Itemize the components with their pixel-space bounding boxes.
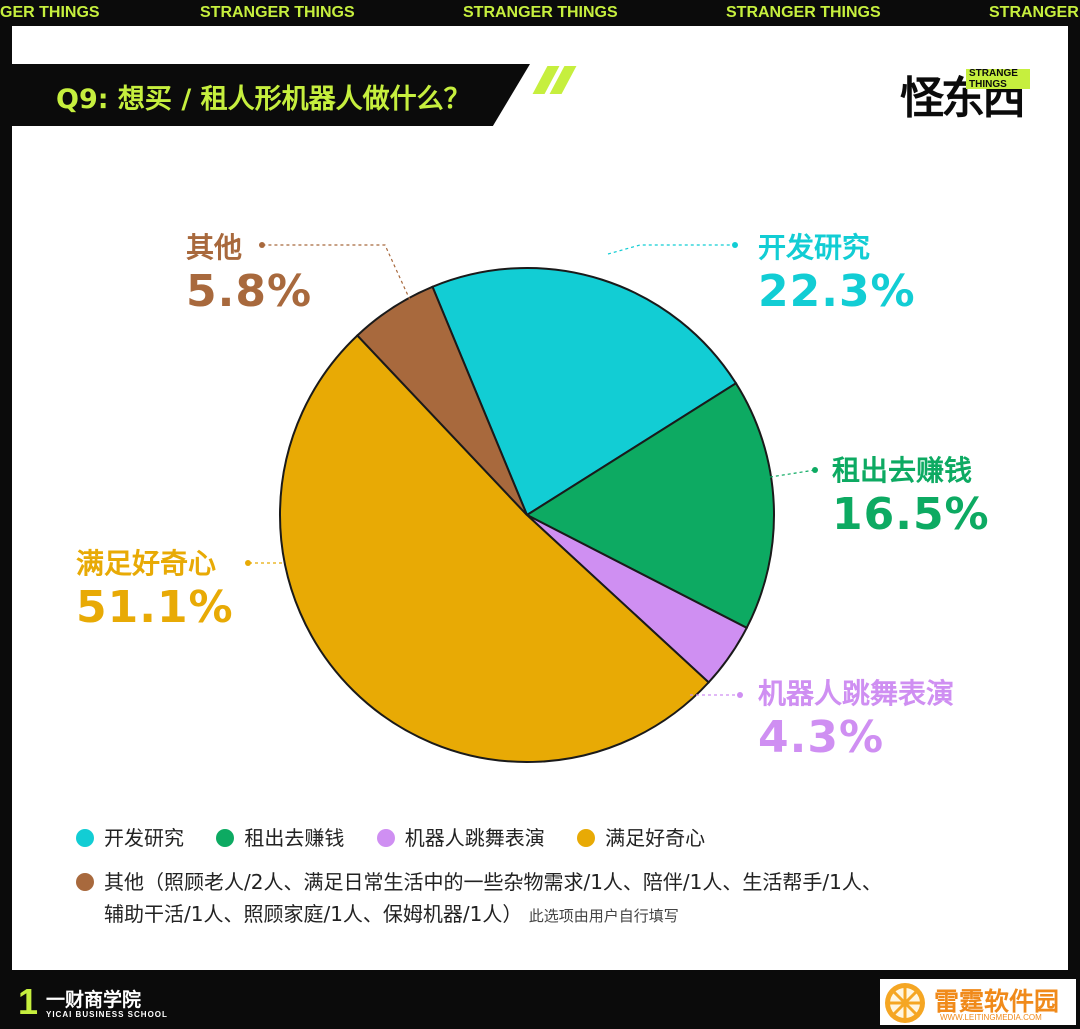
- leader-line: [763, 469, 816, 479]
- callout-value: 4.3%: [758, 712, 885, 763]
- callout-value: 16.5%: [832, 489, 990, 540]
- legend-item: 租出去赚钱: [216, 822, 344, 851]
- legend-other-cont: 辅助干活/1人、照顾家庭/1人、保姆机器/1人） 此选项由用户自行填写: [104, 898, 679, 927]
- callout-value: 22.3%: [758, 266, 916, 317]
- orange-slice-icon: [885, 983, 925, 1023]
- leader-line: [262, 244, 411, 301]
- question-title: Q9: 想买 / 租人形机器人做什么？: [56, 84, 471, 115]
- legend-label: 租出去赚钱: [244, 826, 345, 850]
- callout-label: 机器人跳舞表演: [758, 677, 955, 710]
- callout-value: 51.1%: [76, 582, 234, 633]
- slice-other: [355, 285, 528, 516]
- logo-badge-text: STRANGE THINGS: [969, 68, 1018, 90]
- legend-other: 其他（照顾老人/2人、满足日常生活中的一些杂物需求/1人、陪伴/1人、生活帮手/…: [76, 866, 882, 895]
- brand-logo-icon: 1: [18, 981, 39, 1022]
- brand-name: 一财商学院: [46, 989, 142, 1011]
- callout-curiosity: 满足好奇心 51.1%: [76, 546, 234, 634]
- legend-other-label-2: 辅助干活/1人、照顾家庭/1人、保姆机器/1人）: [104, 902, 523, 926]
- watermark-url: WWW.LEITINGMEDIA.COM: [940, 1013, 1042, 1022]
- logo-badge: [966, 69, 1030, 89]
- legend: 开发研究 租出去赚钱 机器人跳舞表演 满足好奇心: [76, 822, 731, 851]
- callout-research: 开发研究 22.3%: [758, 230, 916, 318]
- callout-dance: 机器人跳舞表演 4.3%: [758, 676, 954, 764]
- legend-note: 此选项由用户自行填写: [528, 907, 679, 925]
- legend-dot-icon: [577, 829, 596, 847]
- callout-value: 5.8%: [186, 266, 313, 317]
- legend-dot-icon: [76, 873, 94, 891]
- callout-label: 满足好奇心: [76, 547, 217, 580]
- callout-label: 开发研究: [758, 231, 871, 264]
- ticker-banner: GER THINGS STRANGER THINGS STRANGER THIN…: [0, 0, 1080, 26]
- ticker-text: STRANGER: [989, 4, 1079, 21]
- legend-item: 开发研究: [76, 822, 184, 851]
- leader-line: [607, 244, 735, 255]
- slice-rent: [524, 381, 775, 630]
- legend-item: 机器人跳舞表演: [376, 822, 545, 851]
- leader-dot: [737, 692, 743, 698]
- ticker-text: STRANGER THINGS: [726, 4, 881, 21]
- legend-other-label: 其他（照顾老人/2人、满足日常生活中的一些杂物需求/1人、陪伴/1人、生活帮手/…: [104, 870, 882, 894]
- ticker-text: STRANGER THINGS: [463, 4, 618, 21]
- leader-dot: [259, 242, 265, 248]
- leader-dot: [732, 242, 738, 248]
- ticker-text: GER THINGS: [0, 4, 100, 21]
- callout-label: 租出去赚钱: [832, 454, 973, 487]
- leader-dot: [812, 467, 818, 473]
- callout-other: 其他 5.8%: [186, 230, 312, 318]
- legend-label: 机器人跳舞表演: [404, 826, 545, 850]
- leader-dot: [245, 560, 251, 566]
- legend-item: 满足好奇心: [577, 822, 705, 851]
- callout-rent: 租出去赚钱 16.5%: [832, 453, 990, 541]
- slice-curiosity: [279, 334, 711, 763]
- legend-label: 满足好奇心: [605, 826, 706, 850]
- legend-dot-icon: [76, 829, 94, 847]
- legend-label: 开发研究: [104, 826, 184, 850]
- slice-research: [431, 267, 738, 517]
- ticker-text: STRANGER THINGS: [200, 4, 355, 21]
- legend-dot-icon: [216, 829, 235, 847]
- question-bar: [0, 64, 530, 126]
- callout-label: 其他: [186, 231, 243, 264]
- brand-subtitle: YICAI BUSINESS SCHOOL: [46, 1010, 168, 1019]
- watermark-text: 雷霆软件园: [934, 987, 1060, 1016]
- legend-dot-icon: [376, 829, 395, 847]
